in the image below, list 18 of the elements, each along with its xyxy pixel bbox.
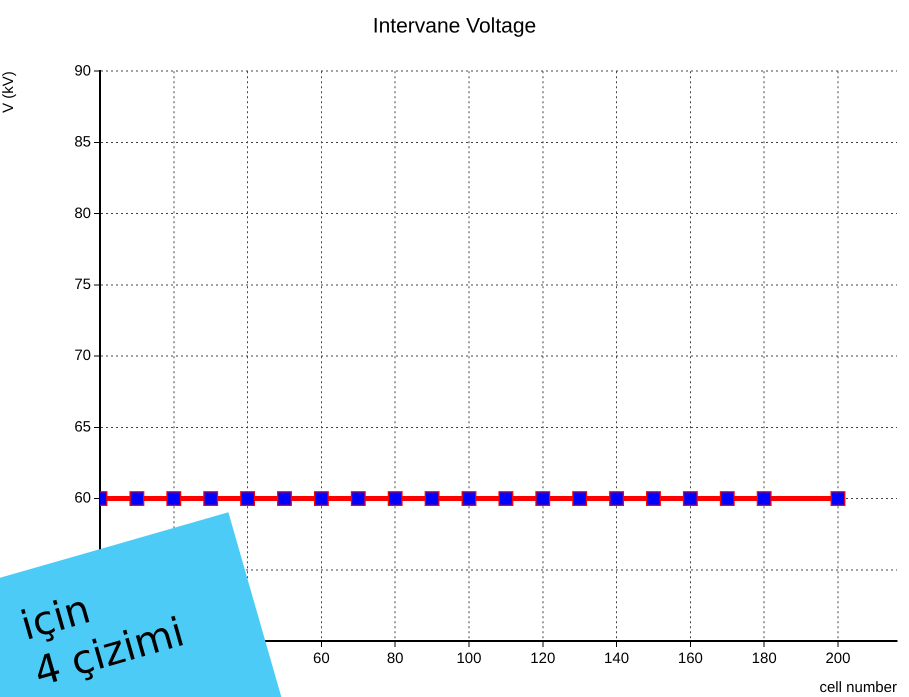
y-tick-label: 80 — [74, 204, 91, 222]
y-tick-label: 70 — [74, 347, 91, 364]
y-tick-label: 60 — [74, 490, 91, 507]
x-tick-label: 80 — [386, 650, 404, 668]
x-tick-label: 100 — [456, 650, 482, 668]
x-tick-label: 180 — [752, 650, 777, 668]
x-tick-label: 120 — [530, 650, 556, 668]
y-tick-label: 75 — [74, 276, 91, 294]
y-axis-title: V (kV) — [0, 71, 18, 113]
x-tick-label: 200 — [825, 650, 850, 668]
x-tick-label: 160 — [678, 650, 703, 668]
x-axis-title: cell number — [819, 679, 897, 696]
x-tick-label: 140 — [604, 650, 630, 668]
y-tick-label: 65 — [74, 418, 91, 436]
x-tick-label: 60 — [313, 650, 330, 668]
y-tick-label: 85 — [74, 134, 91, 151]
y-tick-label: 90 — [74, 62, 91, 80]
chart-title: Intervane Voltage — [372, 14, 536, 38]
